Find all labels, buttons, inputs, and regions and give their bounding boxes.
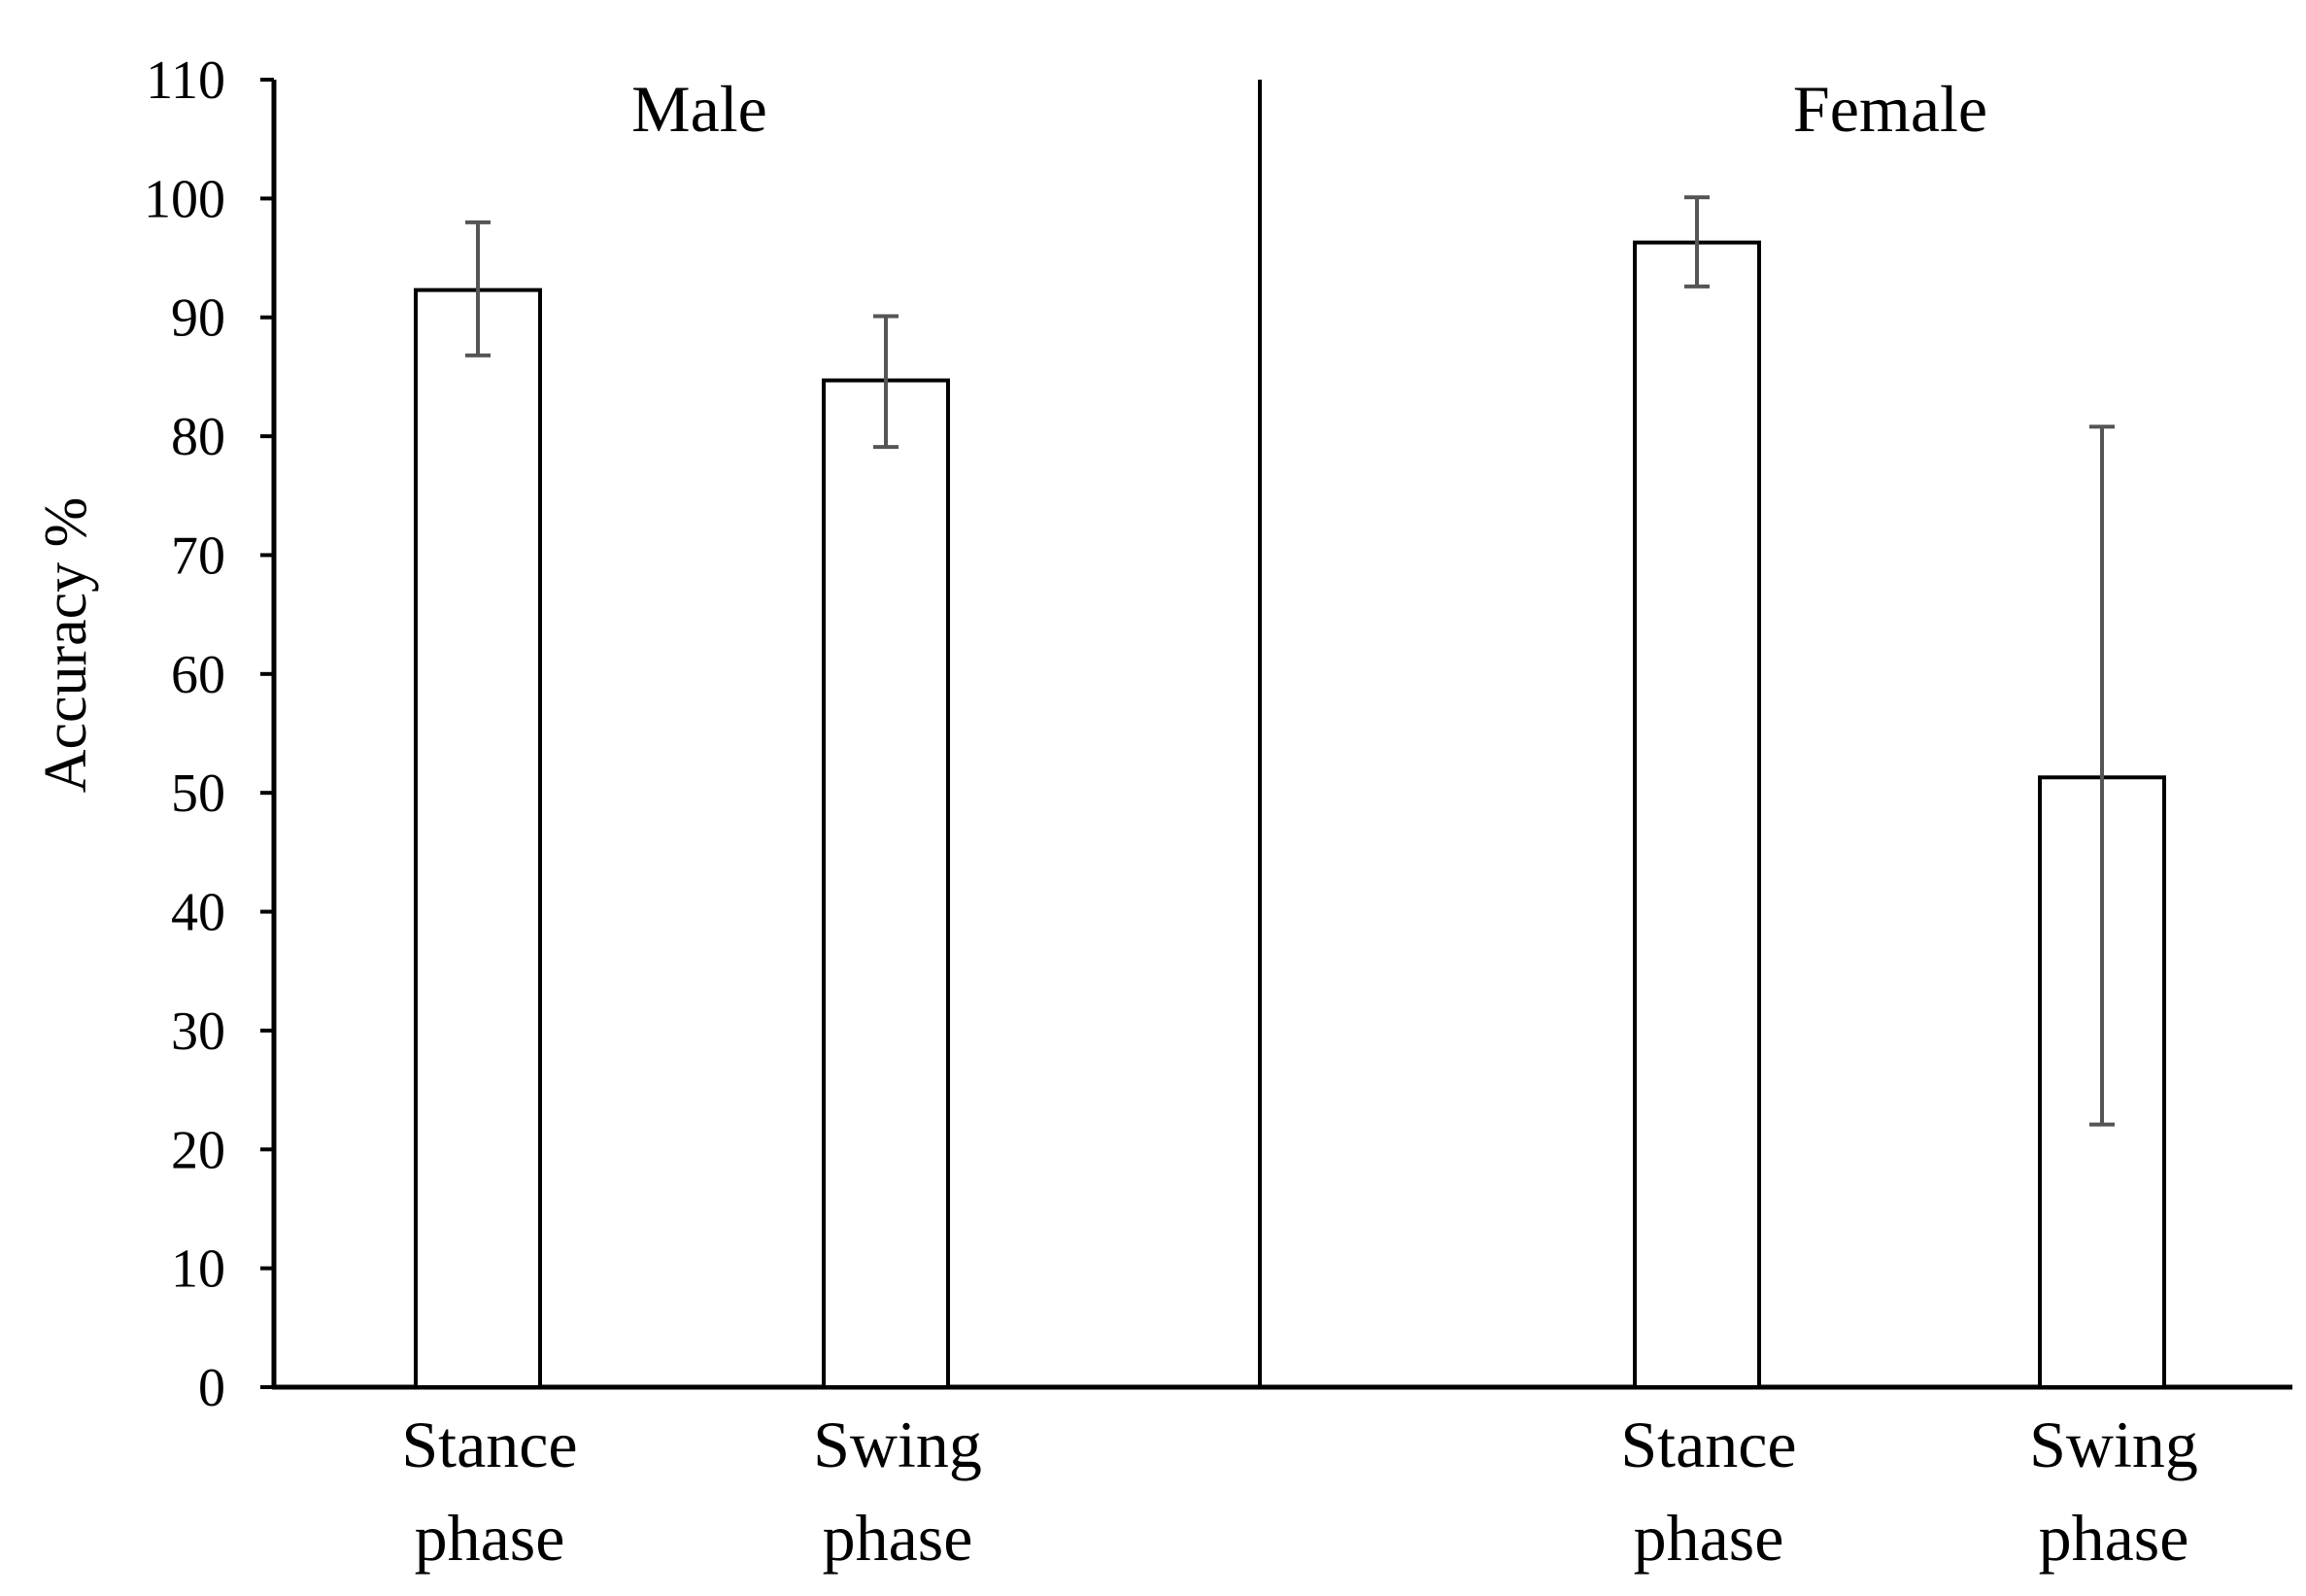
axes — [271, 80, 2292, 1390]
labels: Accuracy % Male Stance phase Swing phase Femal… — [33, 72, 2198, 1575]
y-tick-label: 30 — [171, 1002, 225, 1062]
y-tick-label: 40 — [171, 883, 225, 943]
bar — [1633, 240, 1761, 1389]
y-tick-label: 50 — [171, 764, 225, 824]
bar — [822, 378, 950, 1390]
error-bars — [465, 195, 2115, 1127]
category-label: Swing — [2029, 1408, 2198, 1481]
category-label: Stance — [401, 1408, 577, 1481]
category-label: phase — [2039, 1501, 2189, 1575]
category-label: Stance — [1620, 1408, 1796, 1481]
y-tick-label: 0 — [198, 1358, 225, 1418]
y-tick-label: 70 — [171, 526, 225, 586]
y-tick-label: 90 — [171, 289, 225, 349]
y-tick-label: 20 — [171, 1120, 225, 1180]
category-label: phase — [823, 1501, 973, 1575]
category-label: phase — [415, 1501, 565, 1575]
y-tick-label: 110 — [146, 51, 225, 111]
y-axis-title: Accuracy % — [33, 497, 99, 794]
y-tick-label: 60 — [171, 645, 225, 705]
y-tick-label: 10 — [171, 1239, 225, 1300]
y-tick-label: 100 — [144, 169, 225, 229]
category-label: phase — [1634, 1501, 1784, 1575]
category-label: Swing — [813, 1408, 982, 1481]
y-ticks: 0 10 20 30 40 50 60 70 80 90 100 110 — [144, 51, 274, 1418]
group-label-male: Male — [631, 72, 767, 146]
bars — [414, 240, 2166, 1390]
group-label-female: Female — [1793, 72, 1987, 146]
bar — [414, 288, 542, 1390]
y-tick-label: 80 — [171, 407, 225, 467]
